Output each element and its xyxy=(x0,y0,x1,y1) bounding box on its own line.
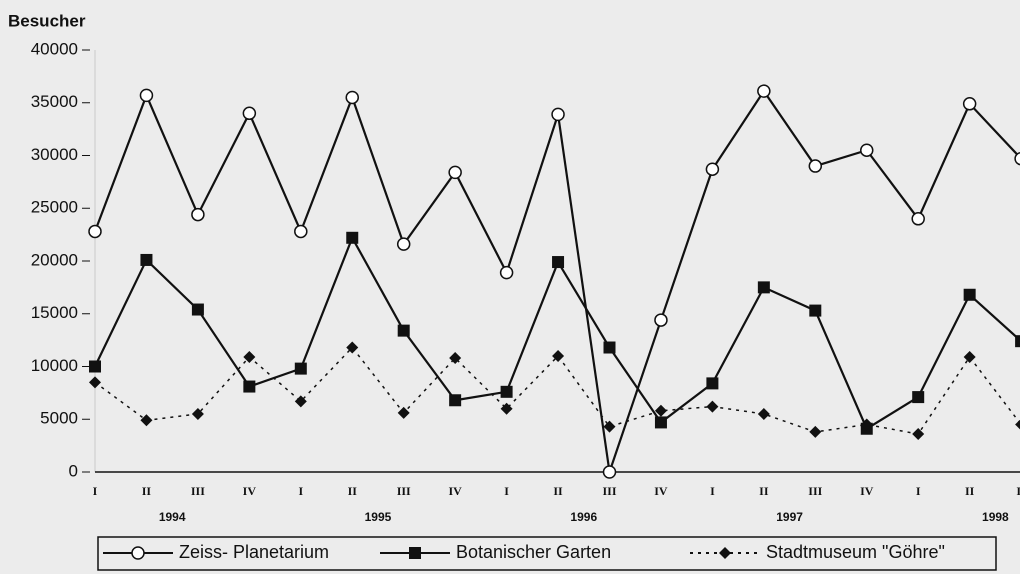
x-tick-label: III xyxy=(191,484,205,498)
data-point xyxy=(500,385,513,398)
year-label: 1995 xyxy=(365,510,392,524)
legend-label: Stadtmuseum "Göhre" xyxy=(766,542,945,562)
legend-box xyxy=(97,536,997,571)
y-tick-label: 30000 xyxy=(31,145,78,164)
data-point xyxy=(912,428,925,441)
data-point xyxy=(88,224,102,239)
x-tick-label: II xyxy=(965,484,975,498)
y-tick-label: 25000 xyxy=(31,198,78,217)
data-point xyxy=(860,143,874,157)
data-point xyxy=(912,391,925,404)
data-point xyxy=(1015,335,1020,348)
data-point xyxy=(552,349,565,362)
data-point xyxy=(963,351,976,364)
year-label: 1994 xyxy=(159,510,186,524)
data-point xyxy=(243,380,256,393)
data-point xyxy=(294,362,307,375)
data-point xyxy=(499,265,514,280)
data-point xyxy=(603,420,616,433)
data-point xyxy=(89,376,101,389)
year-label: 1998 xyxy=(982,510,1009,524)
data-point xyxy=(860,418,873,431)
x-tick-label: IV xyxy=(654,484,668,498)
x-tick-label: II xyxy=(1016,484,1020,498)
x-tick-label: III xyxy=(602,484,616,498)
data-point xyxy=(346,341,359,354)
data-point xyxy=(963,288,976,301)
data-point xyxy=(191,303,204,316)
data-point xyxy=(808,159,823,173)
x-tick-label: IV xyxy=(448,484,462,498)
data-point xyxy=(1014,152,1020,166)
y-tick-label: 20000 xyxy=(31,250,78,269)
data-point xyxy=(397,406,410,419)
data-point xyxy=(89,360,101,373)
data-point xyxy=(140,253,153,266)
year-label: 1996 xyxy=(570,510,597,524)
data-point xyxy=(809,425,822,438)
x-tick-label: II xyxy=(553,484,563,498)
data-point xyxy=(654,404,667,417)
data-point xyxy=(243,351,256,364)
data-point xyxy=(551,107,565,122)
x-tick-label: II xyxy=(348,484,358,498)
data-point xyxy=(706,377,719,390)
data-point xyxy=(397,324,410,337)
x-tick-label: II xyxy=(759,484,769,498)
data-point xyxy=(191,407,204,420)
legend-label: Zeiss- Planetarium xyxy=(179,542,329,562)
data-point xyxy=(294,224,308,239)
data-point xyxy=(396,237,411,251)
data-point xyxy=(757,407,770,420)
data-point xyxy=(809,304,822,317)
data-point xyxy=(962,97,977,111)
data-point xyxy=(500,402,513,415)
x-tick-label: I xyxy=(504,484,509,498)
data-point xyxy=(602,465,617,479)
y-tick-label: 40000 xyxy=(31,39,78,58)
y-tick-label: 15000 xyxy=(31,303,78,322)
data-point xyxy=(757,281,770,294)
year-label: 1997 xyxy=(776,510,803,524)
data-point xyxy=(705,162,720,176)
x-tick-label: IV xyxy=(243,484,257,498)
data-point xyxy=(757,84,771,98)
data-point xyxy=(448,165,462,180)
y-tick-label: 35000 xyxy=(31,92,78,111)
y-axis-label: Besucher xyxy=(8,11,86,30)
legend-label: Botanischer Garten xyxy=(456,542,611,562)
y-tick-label: 10000 xyxy=(31,356,78,375)
data-point xyxy=(1015,419,1020,430)
data-point xyxy=(449,352,462,365)
legend-marker xyxy=(131,546,145,560)
data-point xyxy=(706,400,719,413)
x-tick-label: I xyxy=(93,484,98,498)
x-tick-label: IV xyxy=(860,484,874,498)
y-tick-label: 5000 xyxy=(40,409,78,428)
data-point xyxy=(242,106,257,121)
data-point xyxy=(449,394,462,407)
x-tick-label: I xyxy=(298,484,303,498)
data-point xyxy=(139,88,154,103)
x-tick-label: II xyxy=(142,484,152,498)
data-point xyxy=(140,414,153,427)
data-point xyxy=(294,395,307,408)
data-point xyxy=(654,416,667,429)
y-tick-label: 0 xyxy=(69,461,78,480)
legend-marker xyxy=(719,547,731,559)
x-tick-label: I xyxy=(916,484,921,498)
legend-marker xyxy=(409,547,421,559)
x-tick-label: III xyxy=(808,484,822,498)
x-tick-label: III xyxy=(397,484,411,498)
x-tick-label: I xyxy=(710,484,715,498)
data-point xyxy=(191,207,205,222)
data-point xyxy=(911,212,925,226)
data-point xyxy=(552,256,565,269)
data-point xyxy=(654,313,668,327)
data-point xyxy=(346,231,359,244)
data-point xyxy=(345,90,359,105)
data-point xyxy=(603,341,616,354)
